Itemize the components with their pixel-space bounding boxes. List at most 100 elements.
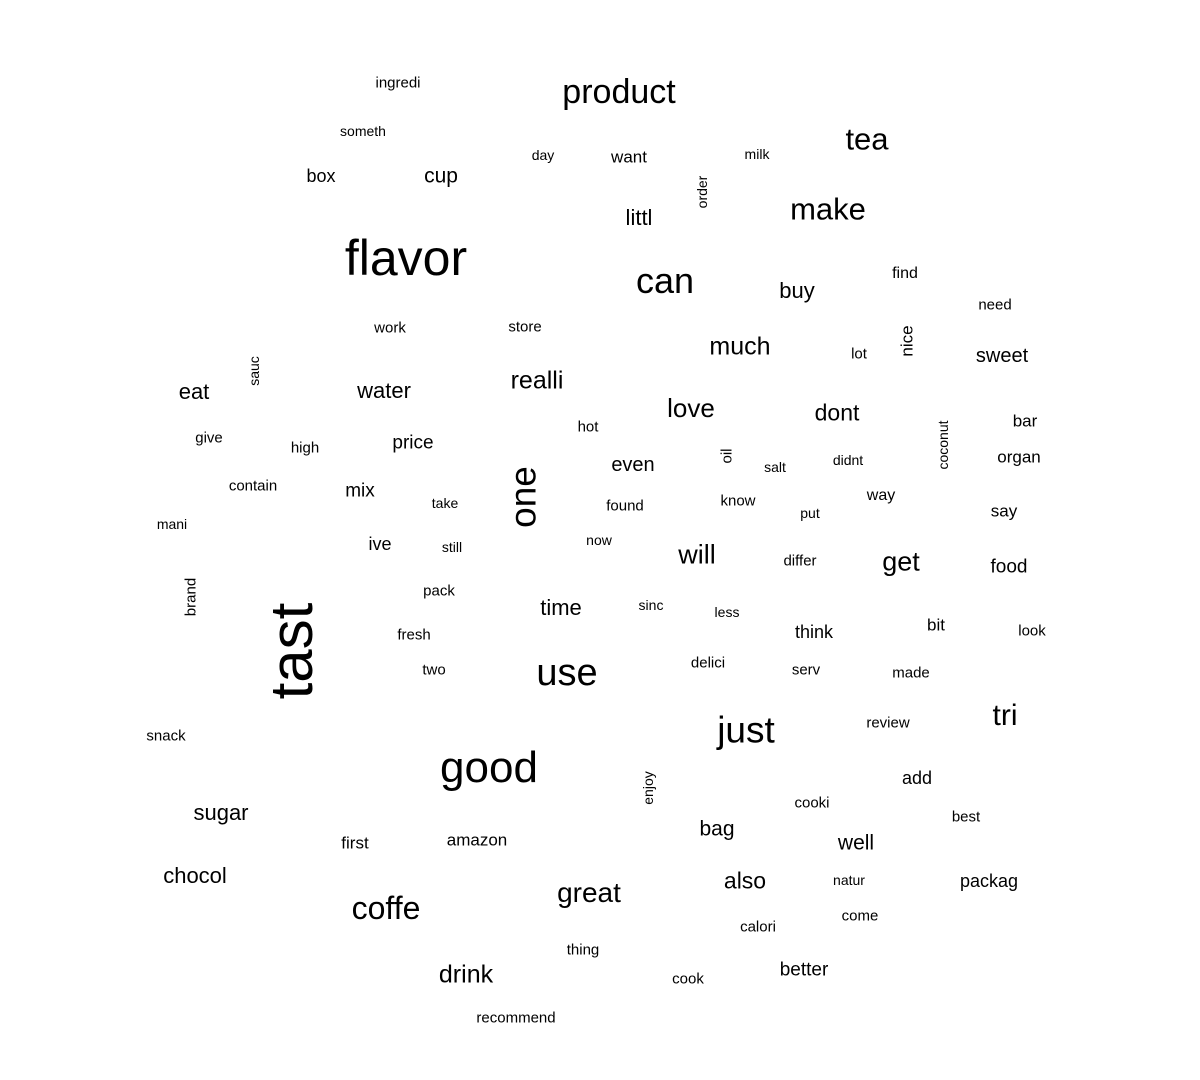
word-nice: nice [897, 325, 917, 357]
word-bar: bar [1012, 411, 1038, 431]
word-less: less [714, 604, 740, 620]
word-time: time [540, 595, 582, 620]
word-tast: tast [258, 602, 325, 700]
word-flavor: flavor [344, 230, 468, 286]
word-milk: milk [744, 146, 770, 162]
word-water: water [357, 378, 411, 403]
word-amazon: amazon [446, 830, 508, 850]
word-buy: buy [779, 278, 815, 303]
word-packag: packag [959, 871, 1019, 891]
word-make: make [790, 191, 866, 227]
word-sweet: sweet [975, 345, 1029, 367]
word-day: day [531, 147, 555, 163]
word-sauc: sauc [246, 356, 262, 386]
word-take: take [431, 495, 459, 511]
word-fresh: fresh [397, 626, 431, 644]
word-need: need [978, 296, 1012, 314]
word-work: work [374, 319, 406, 337]
word-even: even [611, 454, 655, 476]
word-still: still [441, 539, 463, 555]
word-look: look [1018, 622, 1046, 640]
word-add: add [901, 768, 933, 788]
word-find: find [892, 265, 918, 282]
word-found: found [606, 497, 644, 515]
word-differ: differ [783, 552, 817, 570]
word-dont: dont [814, 399, 860, 426]
word-one: one [502, 466, 544, 528]
word-food: food [990, 556, 1028, 578]
word-order: order [694, 175, 710, 209]
word-eat: eat [178, 379, 210, 404]
word-enjoy: enjoy [640, 771, 656, 805]
word-coconut: coconut [935, 420, 951, 470]
word-hot: hot [577, 418, 599, 436]
word-also: also [723, 867, 767, 894]
word-review: review [866, 714, 910, 732]
word-snack: snack [146, 727, 186, 745]
word-pack: pack [423, 582, 455, 600]
word-thing: thing [566, 941, 600, 959]
word-give: give [195, 429, 223, 447]
word-calori: calori [740, 918, 776, 936]
word-cup: cup [424, 164, 458, 188]
word-someth: someth [340, 123, 386, 139]
word-use: use [536, 652, 598, 694]
word-natur: natur [833, 872, 865, 888]
word-bag: bag [699, 817, 735, 841]
word-can: can [635, 260, 695, 301]
word-best: best [951, 808, 981, 826]
word-delici: delici [690, 654, 726, 672]
word-product: product [562, 73, 676, 111]
word-chocol: chocol [163, 863, 227, 888]
word-think: think [794, 622, 834, 642]
word-recommend: recommend [476, 1009, 556, 1027]
word-price: price [392, 432, 434, 454]
word-love: love [667, 393, 715, 423]
word-will: will [678, 539, 716, 570]
word-littl: littl [625, 205, 653, 230]
word-sugar: sugar [193, 800, 249, 825]
word-way: way [866, 487, 896, 504]
word-coffe: coffe [351, 890, 421, 926]
word-salt: salt [764, 459, 786, 475]
word-drink: drink [438, 960, 494, 989]
word-serv: serv [791, 661, 821, 679]
word-tri: tri [992, 699, 1018, 732]
word-know: know [720, 492, 756, 510]
word-get: get [882, 546, 920, 577]
word-come: come [841, 907, 879, 925]
word-now: now [586, 532, 612, 548]
word-organ: organ [997, 447, 1041, 467]
word-cook: cook [672, 970, 704, 988]
word-oil: oil [718, 448, 736, 464]
word-cooki: cooki [794, 794, 830, 812]
word-store: store [508, 318, 542, 336]
word-sinc: sinc [638, 597, 664, 613]
word-bit: bit [927, 615, 945, 635]
word-great: great [557, 877, 621, 908]
word-high: high [290, 439, 320, 457]
word-mix: mix [345, 480, 375, 502]
word-realli: realli [510, 366, 564, 395]
word-lot: lot [851, 345, 867, 363]
word-didnt: didnt [832, 452, 864, 468]
word-well: well [837, 831, 875, 855]
word-just: just [717, 709, 775, 751]
word-mani: mani [156, 516, 188, 532]
word-better: better [779, 959, 829, 981]
word-brand: brand [182, 577, 200, 617]
word-tea: tea [845, 121, 889, 157]
word-say: say [990, 501, 1018, 521]
word-ive: ive [368, 534, 392, 554]
word-two: two [422, 661, 446, 679]
word-made: made [892, 664, 930, 682]
word-first: first [341, 833, 369, 853]
word-ingredi: ingredi [375, 74, 421, 92]
word-put: put [800, 505, 820, 521]
word-contain: contain [228, 477, 278, 495]
word-much: much [709, 332, 771, 361]
word-good: good [440, 743, 538, 792]
word-box: box [306, 166, 336, 186]
word-want: want [611, 147, 647, 167]
